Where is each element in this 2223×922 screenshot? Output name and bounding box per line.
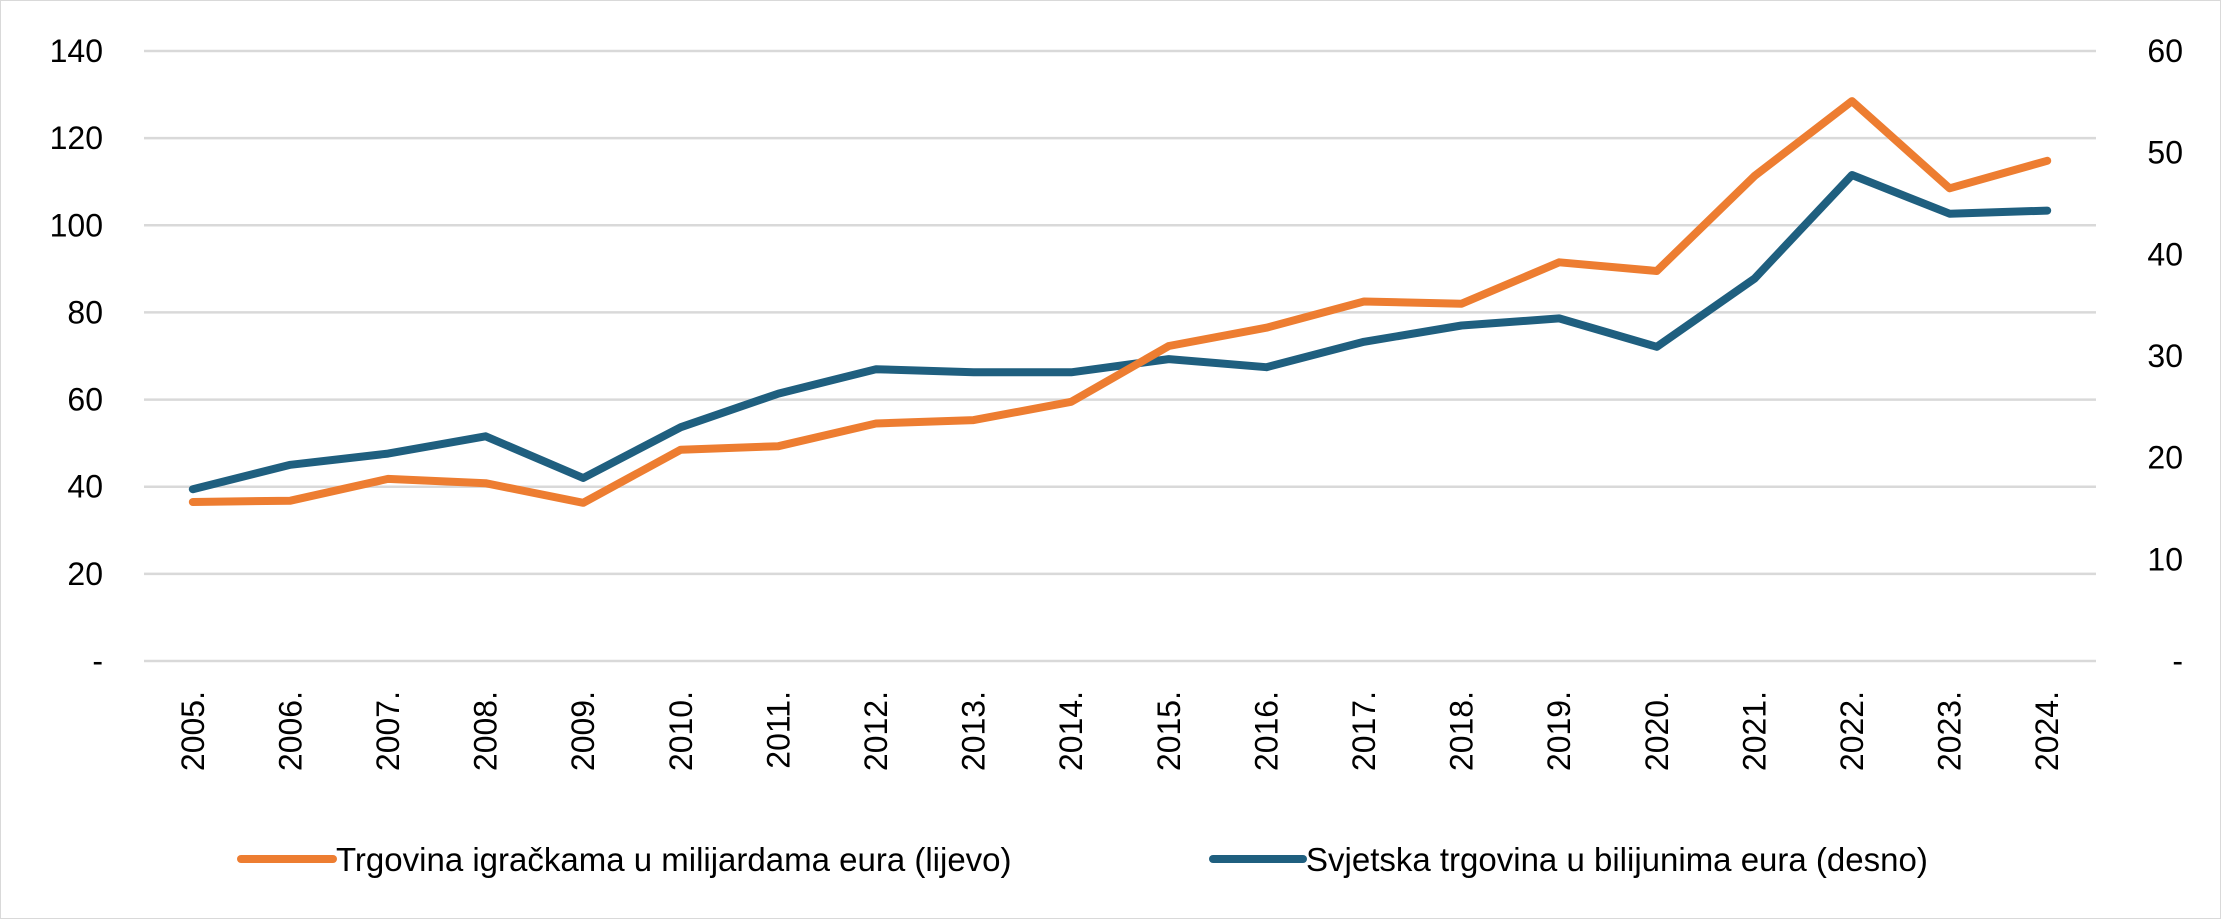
series-lines [188,97,2052,507]
series-line-toys [188,97,2052,507]
x-tick-label: 2008. [468,691,504,771]
left-tick-label: 100 [50,207,103,243]
legend-label-world: Svjetska trgovina u bilijunima eura (des… [1306,841,1928,878]
right-tick-label: 50 [2147,135,2183,171]
left-tick-label: 40 [67,469,103,505]
x-tick-label: 2009. [565,691,601,771]
x-tick-label: 2017. [1346,691,1382,771]
x-tick-label: 2010. [663,691,699,771]
x-tick-label: 2015. [1151,691,1187,771]
left-tick-label: 80 [67,294,103,330]
x-tick-label: 2006. [272,691,308,771]
x-tick-label: 2023. [1932,691,1968,771]
right-tick-label: 20 [2147,440,2183,476]
left-tick-label: 120 [50,120,103,156]
right-tick-label: 60 [2147,33,2183,69]
gridlines [144,49,2096,663]
right-y-axis: - 10 20 30 40 50 60 [2147,33,2183,679]
x-tick-label: 2014. [1053,691,1089,771]
legend: Trgovina igračkama u milijardama eura (l… [237,841,1928,878]
right-tick-label: 30 [2147,338,2183,374]
x-tick-label: 2022. [1834,691,1870,771]
left-tick-label: 140 [50,33,103,69]
right-tick-label: 40 [2147,236,2183,272]
right-tick-label: 10 [2147,541,2183,577]
right-tick-label: - [2172,643,2183,679]
legend-label-toys: Trgovina igračkama u milijardama eura (l… [336,841,1012,878]
x-tick-label: 2020. [1639,691,1675,771]
x-tick-label: 2007. [370,691,406,771]
series-line-world [188,171,2052,494]
x-tick-label: 2011. [760,691,796,769]
x-tick-label: 2021. [1736,691,1772,771]
x-tick-label: 2013. [956,691,992,771]
left-tick-label: - [92,643,103,679]
x-tick-label: 2024. [2029,691,2065,771]
left-tick-label: 60 [67,382,103,418]
x-axis: 2005. 2006. 2007. 2008. 2009. 2010. 2011. 2012.… [175,691,2065,771]
x-tick-label: 2012. [858,691,894,771]
x-tick-label: 2005. [175,691,211,771]
x-tick-label: 2018. [1444,691,1480,771]
left-y-axis: - 20 40 60 80 100 120 140 [50,33,103,679]
x-tick-label: 2019. [1541,691,1577,771]
x-tick-label: 2016. [1248,691,1284,771]
left-tick-label: 20 [67,556,103,592]
